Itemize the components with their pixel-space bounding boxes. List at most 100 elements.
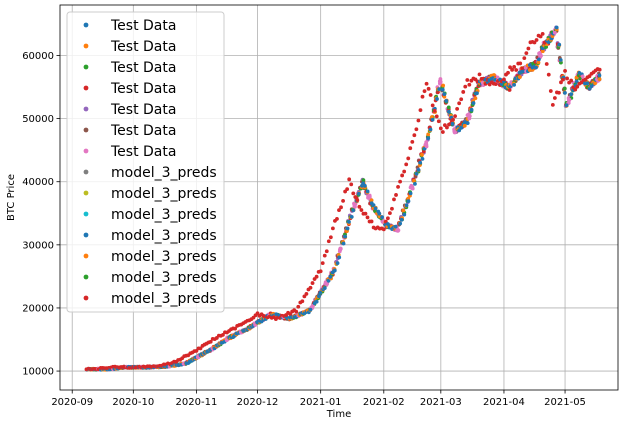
model-3-pred-point <box>416 118 421 123</box>
legend-label: Test Data <box>110 123 176 139</box>
model-3-pred-point <box>198 346 203 351</box>
legend-label: model_3_preds <box>111 186 217 202</box>
x-tick-label: 2020-10 <box>112 397 154 408</box>
test-data-point <box>380 215 385 220</box>
model-3-pred-point <box>436 119 441 124</box>
test-data-point <box>322 286 327 291</box>
x-tick-label: 2020-11 <box>176 397 218 408</box>
test-data-point <box>335 261 340 266</box>
model-3-pred-point <box>502 77 506 82</box>
test-data-point <box>413 181 417 186</box>
model-3-pred-point <box>514 68 519 72</box>
model-3-pred-point <box>300 299 305 304</box>
test-data-point <box>373 206 378 211</box>
y-tick-label: 10000 <box>22 367 54 378</box>
model-3-pred-point <box>467 82 472 87</box>
test-data-point <box>349 214 354 219</box>
model-3-pred-point <box>351 191 356 196</box>
legend-label: model_3_preds <box>111 270 217 286</box>
test-data-point <box>341 241 346 246</box>
test-data-point <box>442 94 447 99</box>
model-3-pred-point <box>451 117 455 122</box>
model-3-pred-point <box>418 108 423 113</box>
test-data-point <box>527 63 532 67</box>
model-3-pred-point <box>453 114 457 118</box>
test-data-point <box>580 74 585 79</box>
model-3-pred-point <box>506 70 510 75</box>
test-data-point <box>564 103 569 108</box>
x-tick-label: 2020-09 <box>51 397 93 408</box>
test-data-point <box>369 198 374 203</box>
model-3-pred-point <box>359 208 364 212</box>
model-3-pred-point <box>308 285 313 290</box>
test-data-point <box>338 246 343 251</box>
test-data-point <box>418 160 423 165</box>
model-3-pred-point <box>426 86 431 91</box>
test-data-point <box>562 91 567 95</box>
test-data-point <box>436 90 440 95</box>
test-data-point <box>351 208 356 213</box>
test-data-point <box>557 42 562 47</box>
model-3-pred-point <box>477 72 482 77</box>
test-data-point <box>442 92 447 97</box>
model-3-pred-point <box>288 312 293 317</box>
test-data-point <box>569 92 574 97</box>
y-tick-label: 30000 <box>22 240 54 251</box>
test-data-point <box>446 105 451 110</box>
model-3-pred-point <box>548 89 553 93</box>
model-3-pred-point <box>330 226 335 231</box>
test-data-point <box>318 290 323 295</box>
legend-label: Test Data <box>110 39 176 55</box>
x-axis-label: Time <box>326 409 351 420</box>
model-3-pred-point <box>522 56 527 61</box>
model-3-pred-point <box>341 199 345 203</box>
test-data-point <box>558 58 563 62</box>
legend-marker <box>83 190 89 196</box>
test-data-point <box>507 88 512 92</box>
test-data-point <box>527 68 532 72</box>
test-data-point <box>492 73 496 77</box>
test-data-point <box>597 73 602 78</box>
model-3-pred-point <box>363 211 368 216</box>
test-data-point <box>517 75 522 80</box>
model-3-pred-point <box>524 51 529 56</box>
test-data-point <box>408 191 413 196</box>
model-3-pred-point <box>518 61 523 66</box>
legend-marker <box>83 274 89 280</box>
legend: Test Data Test Data Test Data Test Data Test… <box>66 11 225 313</box>
x-tick-label: 2021-04 <box>483 397 525 408</box>
model-3-pred-point <box>355 198 360 203</box>
model-3-pred-point <box>294 309 299 314</box>
model-3-pred-point <box>559 80 563 85</box>
model-3-pred-point <box>465 78 470 82</box>
test-data-point <box>332 268 337 273</box>
test-data-point <box>314 299 319 304</box>
test-data-point <box>462 123 467 128</box>
legend-label: model_3_preds <box>111 228 217 244</box>
model-3-pred-point <box>422 89 427 94</box>
model-3-pred-point <box>440 130 445 134</box>
test-data-point <box>537 57 541 62</box>
test-data-point <box>337 255 342 260</box>
model-3-pred-point <box>512 64 517 69</box>
model-3-pred-point <box>388 211 392 215</box>
test-data-point <box>459 125 464 130</box>
test-data-point <box>426 136 431 141</box>
test-data-point <box>469 107 474 112</box>
test-data-point <box>593 81 597 86</box>
test-data-point <box>554 25 559 30</box>
test-data-point <box>352 202 357 207</box>
test-data-point <box>326 278 331 283</box>
test-data-point <box>402 212 407 217</box>
test-data-point <box>562 86 567 91</box>
legend-marker <box>83 148 89 154</box>
test-data-point <box>356 191 361 196</box>
legend-label: Test Data <box>110 60 176 76</box>
test-data-point <box>585 81 590 86</box>
model-3-pred-point <box>408 146 413 151</box>
model-3-pred-point <box>221 332 225 337</box>
model-3-pred-point <box>345 187 350 191</box>
legend-marker <box>83 22 89 28</box>
x-tick-label: 2021-01 <box>300 397 342 408</box>
